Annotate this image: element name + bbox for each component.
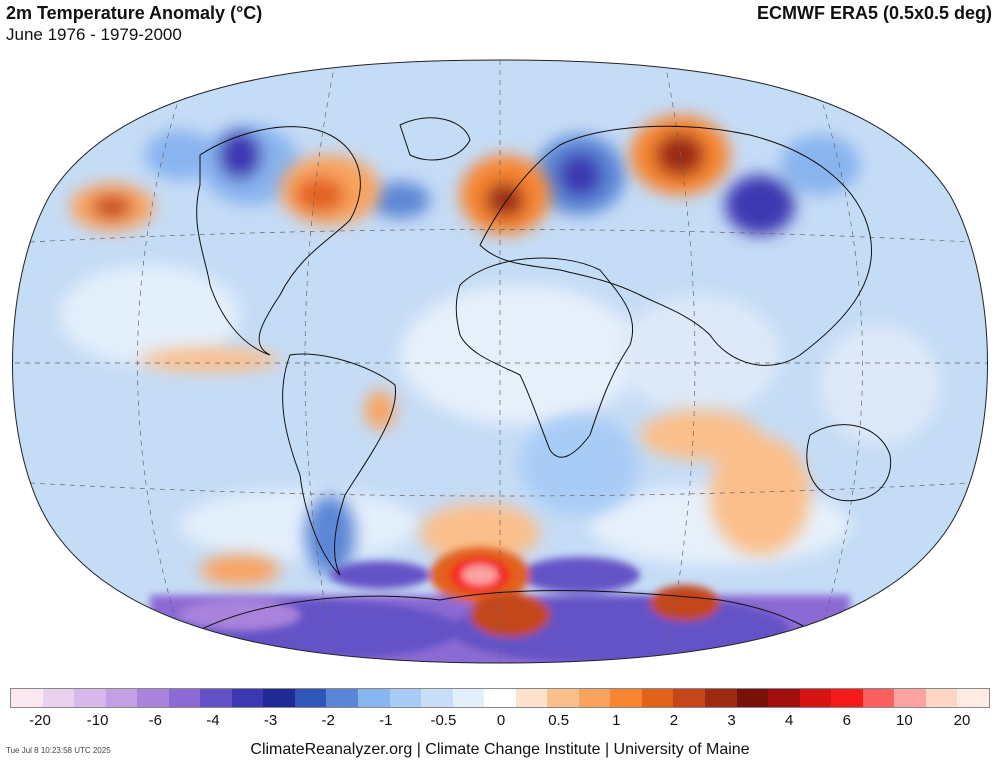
legend-tick-label: -20	[29, 712, 51, 729]
legend-swatch	[74, 689, 106, 707]
eurasia-outline	[479, 125, 872, 366]
legend-swatch	[231, 689, 264, 707]
legend-tick-label: 2	[669, 712, 679, 729]
legend-swatch	[894, 689, 926, 707]
warm-patches	[70, 115, 810, 585]
legend-swatch	[105, 689, 138, 707]
legend-swatch	[547, 689, 579, 707]
legend-tick-labels: -20 -10 -6 -4 -3 -2 -1 -0.5 0 0.5 1 2 3 4 6 10 20	[10, 712, 990, 732]
legend-swatch	[862, 689, 895, 707]
antarctica-outline	[199, 590, 841, 656]
legend-tick-label: 20	[953, 712, 971, 729]
legend-tick-label: -2	[321, 712, 335, 729]
legend-tick-label: -3	[263, 712, 278, 729]
legend-swatch	[358, 689, 390, 707]
map-subtitle: June 1976 - 1979-2000	[6, 25, 182, 44]
legend-swatch	[736, 689, 769, 707]
legend-tick-label: 0	[496, 712, 506, 729]
graticule	[12, 60, 988, 663]
legend-swatch	[831, 689, 863, 707]
south-america-outline	[282, 353, 397, 576]
legend-tick-label: -0.5	[430, 712, 457, 729]
legend-swatch	[705, 689, 737, 707]
legend-swatch	[515, 689, 548, 707]
africa-outline	[455, 257, 634, 458]
legend-swatch	[421, 689, 453, 707]
credits-footer: ClimateReanalyzer.org | Climate Change I…	[250, 741, 750, 758]
legend-swatch	[641, 689, 674, 707]
legend-swatch	[200, 689, 232, 707]
legend-tick-label: 0.5	[548, 712, 570, 729]
legend-tick-label: -1	[379, 712, 393, 729]
legend-tick-label: 10	[896, 712, 913, 729]
legend-tick-label: 4	[784, 712, 794, 729]
map-title: 2m Temperature Anomaly (°C)	[6, 3, 263, 23]
legend-tick-label: -10	[86, 712, 109, 729]
legend-swatch	[11, 689, 43, 707]
legend-swatch	[263, 689, 295, 707]
cold-patches	[145, 125, 860, 575]
greenland-outline	[399, 117, 471, 161]
legend-colorbar	[10, 688, 990, 708]
legend-swatch	[799, 689, 832, 707]
legend-tick-label: 6	[842, 712, 851, 729]
timestamp: Tue Jul 8 10:23:58 UTC 2025	[6, 746, 111, 755]
legend-tick-label: 3	[727, 712, 736, 729]
legend-swatch	[484, 689, 516, 707]
data-source-label: ECMWF ERA5 (0.5x0.5 deg)	[756, 3, 992, 23]
legend-swatch	[768, 689, 800, 707]
legend-swatch	[957, 689, 989, 707]
legend-swatch	[389, 689, 422, 707]
coastlines	[196, 117, 892, 656]
legend-swatch	[673, 689, 706, 707]
australia-outline	[806, 424, 892, 502]
legend-swatch	[925, 689, 958, 707]
legend-swatch	[294, 689, 327, 707]
legend-swatch	[168, 689, 201, 707]
legend-swatch	[326, 689, 359, 707]
north-america-outline	[196, 126, 361, 356]
world-anomaly-map	[12, 59, 988, 664]
legend-tick-label: -6	[148, 712, 162, 729]
globe-border	[12, 59, 988, 664]
legend-swatch	[137, 689, 169, 707]
legend-swatch	[610, 689, 642, 707]
legend-swatch	[578, 689, 611, 707]
legend-swatch	[452, 689, 485, 707]
legend-swatch	[42, 689, 75, 707]
legend-tick-label: -4	[206, 712, 220, 729]
legend-tick-label: 1	[612, 712, 621, 729]
